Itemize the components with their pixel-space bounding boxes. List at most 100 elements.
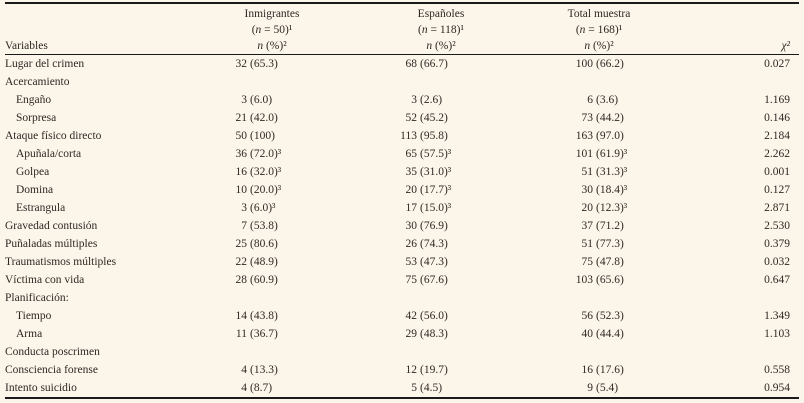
cell-chi-square: 0.027 <box>764 58 790 70</box>
cell-chi-square: 2.184 <box>764 130 790 142</box>
col-n-espanoles: (n = 118)¹ <box>418 24 464 36</box>
cell-espanoles: 75 (67.6) <box>405 274 448 286</box>
col-header-espanoles: Españoles <box>417 8 465 20</box>
table-row: Domina 10 (20.0)³ 20 (17.7)³ 30 (18.4)³ 0.127 <box>5 181 799 199</box>
header-group-row: Inmigrantes Españoles Total muestra <box>5 6 799 22</box>
cell-chi-square: 1.349 <box>764 310 790 322</box>
cell-inmigrantes: 16 (32.0)³ <box>235 166 282 178</box>
cell-chi-square: 1.103 <box>764 328 790 340</box>
row-label: Estrangula <box>16 202 66 214</box>
cell-espanoles: 42 (56.0) <box>405 310 448 322</box>
table-row: Engaño 3 (6.0) 3 (2.6) 6 (3.6) 1.169 <box>5 91 799 109</box>
cell-inmigrantes: 32 (65.3) <box>235 58 278 70</box>
cell-espanoles: 17 (15.0)³ <box>405 202 452 214</box>
row-label: Golpea <box>16 166 50 178</box>
col-unit-inmigrantes: n (%)² <box>257 40 287 52</box>
col-n-total-muestra: (n = 168)¹ <box>575 24 623 36</box>
cell-chi-square: 0.032 <box>764 256 790 268</box>
table-row: Estrangula 3 (6.0)³ 17 (15.0)³ 20 (12.3)³ 2.871 <box>5 199 799 217</box>
cell-espanoles: 65 (57.5)³ <box>405 148 452 160</box>
table-row: Apuñala/corta 36 (72.0)³ 65 (57.5)³ 101 (61.9)… <box>5 145 799 163</box>
row-label: Consciencia forense <box>5 364 98 376</box>
cell-total-muestra: 51 (77.3) <box>581 238 624 250</box>
cell-inmigrantes: 14 (43.8) <box>235 310 278 322</box>
cell-espanoles: 12 (19.7) <box>405 364 448 376</box>
cell-total-muestra: 100 (66.2) <box>575 58 624 70</box>
table-row: Víctima con vida 28 (60.9) 75 (67.6) 103 (65.6… <box>5 271 799 289</box>
row-label: Intento suicidio <box>5 382 77 394</box>
row-label: Planificación: <box>5 292 69 304</box>
cell-total-muestra: 20 (12.3)³ <box>581 202 628 214</box>
row-label: Domina <box>16 184 54 196</box>
cell-inmigrantes: 3 (6.0)³ <box>241 202 276 214</box>
cell-inmigrantes: 28 (60.9) <box>235 274 278 286</box>
cell-espanoles: 52 (45.2) <box>405 112 448 124</box>
cell-espanoles: 5 (4.5) <box>411 382 443 394</box>
cell-total-muestra: 16 (17.6) <box>581 364 624 376</box>
cell-chi-square: 0.001 <box>764 166 790 178</box>
variables-header: Variables <box>5 40 48 52</box>
cell-total-muestra: 30 (18.4)³ <box>581 184 628 196</box>
table-row: Conducta poscrimen <box>5 343 799 361</box>
table-row: Planificación: <box>5 289 799 307</box>
cell-inmigrantes: 22 (48.9) <box>235 256 278 268</box>
row-label: Acercamiento <box>5 76 70 88</box>
col-unit-total-muestra: n (%)² <box>584 40 614 52</box>
table-row: Traumatismos múltiples 22 (48.9) 53 (47.3) 75… <box>5 253 799 271</box>
table-row: Acercamiento <box>5 73 799 91</box>
table-row: Golpea 16 (32.0)³ 35 (31.0)³ 51 (31.3)³ 0.001 <box>5 163 799 181</box>
cell-espanoles: 53 (47.3) <box>405 256 448 268</box>
cell-espanoles: 3 (2.6) <box>411 94 443 106</box>
col-n-inmigrantes: (n = 50)¹ <box>251 24 293 36</box>
cell-chi-square: 0.379 <box>764 238 790 250</box>
row-label: Conducta poscrimen <box>5 346 100 358</box>
chi-square-header: χ² <box>781 40 790 52</box>
cell-chi-square: 0.127 <box>764 184 790 196</box>
cell-chi-square: 0.954 <box>764 382 790 394</box>
header-unit-row: Variables n (%)² n (%)² n (%)² χ² <box>5 38 799 54</box>
row-label: Sorpresa <box>16 112 57 124</box>
header-n-row: (n = 50)¹ (n = 118)¹ (n = 168)¹ <box>5 22 799 38</box>
cell-espanoles: 30 (76.9) <box>405 220 448 232</box>
cell-chi-square: 0.558 <box>764 364 790 376</box>
table-header: Inmigrantes Españoles Total muestra (n =… <box>5 2 799 55</box>
row-label: Arma <box>16 328 43 340</box>
row-label: Gravedad contusión <box>5 220 98 232</box>
cell-chi-square: 0.647 <box>764 274 790 286</box>
cell-total-muestra: 6 (3.6) <box>587 94 619 106</box>
table-row: Lugar del crimen 32 (65.3) 68 (66.7) 100 (66.2… <box>5 55 799 73</box>
cell-total-muestra: 73 (44.2) <box>581 112 624 124</box>
table-row: Arma 11 (36.7) 29 (48.3) 40 (44.4) 1.103 <box>5 325 799 343</box>
cell-espanoles: 20 (17.7)³ <box>405 184 452 196</box>
col-header-inmigrantes: Inmigrantes <box>244 8 300 20</box>
cell-chi-square: 2.871 <box>764 202 790 214</box>
row-label: Lugar del crimen <box>5 58 85 70</box>
row-label: Víctima con vida <box>5 274 85 286</box>
cell-inmigrantes: 4 (8.7) <box>241 382 273 394</box>
table-row: Consciencia forense 4 (13.3) 12 (19.7) 16 (17.… <box>5 361 799 379</box>
cell-total-muestra: 75 (47.8) <box>581 256 624 268</box>
cell-inmigrantes: 7 (53.8) <box>241 220 278 232</box>
table-row: Intento suicidio 4 (8.7) 5 (4.5) 9 (5.4) 0.954 <box>5 379 799 397</box>
row-label: Tiempo <box>16 310 52 322</box>
table-body: Lugar del crimen 32 (65.3) 68 (66.7) 100 (66.2… <box>5 55 799 399</box>
cell-total-muestra: 103 (65.6) <box>575 274 624 286</box>
cell-inmigrantes: 36 (72.0)³ <box>235 148 282 160</box>
cell-espanoles: 26 (74.3) <box>405 238 448 250</box>
row-label: Traumatismos múltiples <box>5 256 117 268</box>
cell-chi-square: 0.146 <box>764 112 790 124</box>
cell-inmigrantes: 3 (6.0) <box>241 94 273 106</box>
col-header-total-muestra: Total muestra <box>567 8 631 20</box>
cell-total-muestra: 163 (97.0) <box>575 130 624 142</box>
cell-espanoles: 113 (95.8) <box>400 130 448 142</box>
table-row: Puñaladas múltiples 25 (80.6) 26 (74.3) 51 (77… <box>5 235 799 253</box>
table-row: Sorpresa 21 (42.0) 52 (45.2) 73 (44.2) 0.146 <box>5 109 799 127</box>
cell-espanoles: 35 (31.0)³ <box>405 166 452 178</box>
table-row: Gravedad contusión 7 (53.8) 30 (76.9) 37 (71.2… <box>5 217 799 235</box>
cell-chi-square: 2.262 <box>764 148 790 160</box>
cell-inmigrantes: 50 (100) <box>235 130 275 142</box>
cell-chi-square: 2.530 <box>764 220 790 232</box>
table-row: Ataque físico directo 50 (100) 113 (95.8) 163… <box>5 127 799 145</box>
cell-total-muestra: 9 (5.4) <box>587 382 619 394</box>
